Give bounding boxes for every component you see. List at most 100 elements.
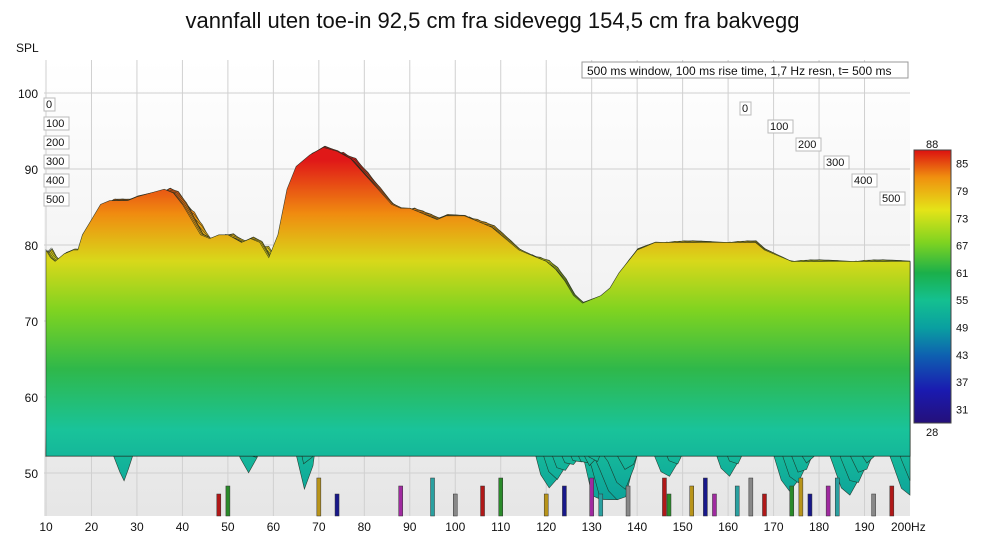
x-tick-label: 190 [855, 520, 875, 534]
resonance-marker [871, 493, 876, 517]
x-tick-label: 180 [809, 520, 829, 534]
resonance-marker [334, 493, 340, 517]
resonance-marker [316, 477, 322, 517]
time-tick-label: 0 [742, 103, 748, 115]
x-tick-label: 170 [764, 520, 784, 534]
x-tick-label: 160 [718, 520, 738, 534]
waterfall-slices [44, 145, 911, 501]
resonance-marker [543, 493, 549, 517]
colorbar-max-label: 88 [926, 139, 938, 151]
resonance-marker [748, 477, 754, 517]
time-tick-left: 100 [43, 116, 70, 131]
time-tick-label: 200 [46, 137, 64, 149]
info-box: 500 ms window, 100 ms rise time, 1,7 Hz … [581, 61, 909, 79]
colorbar-tick-label: 31 [956, 404, 968, 416]
x-tick-label: 120 [536, 520, 556, 534]
x-tick-label: 90 [403, 520, 417, 534]
x-axis-ticks: 10 20 30 40 50 60 70 80 90 100 110 120 130 140 150 160 1… [39, 520, 875, 534]
time-tick-left: 0 [43, 97, 56, 112]
resonance-marker [430, 477, 435, 517]
resonance-marker [662, 477, 667, 517]
y-tick-label: 60 [25, 391, 39, 405]
y-axis-label: SPL [16, 41, 39, 55]
time-tick-label: 400 [46, 175, 64, 187]
resonance-marker [789, 485, 795, 517]
x-tick-label: 140 [627, 520, 647, 534]
x-tick-label: 30 [130, 520, 144, 534]
time-tick-label: 500 [882, 193, 900, 205]
colorbar-tick-label: 37 [956, 377, 968, 389]
resonance-marker [453, 493, 458, 517]
time-tick-right: 400 [851, 173, 878, 188]
y-tick-label: 90 [25, 163, 39, 177]
resonance-marker [834, 477, 840, 517]
time-tick-right: 100 [767, 119, 794, 134]
resonance-marker [712, 493, 717, 517]
time-tick-label: 0 [46, 99, 52, 111]
resonance-marker [589, 477, 594, 517]
time-tick-label: 400 [854, 175, 872, 187]
colorbar-tick-label: 85 [956, 159, 968, 171]
colorbar-min-label: 28 [926, 427, 938, 439]
time-tick-label: 200 [798, 139, 816, 151]
colorbar-tick-label: 55 [956, 295, 968, 307]
y-tick-label: 100 [18, 87, 38, 101]
resonance-marker [666, 493, 672, 517]
time-tick-label: 300 [46, 156, 64, 168]
resonance-marker [225, 485, 231, 517]
chart-title: vannfall uten toe-in 92,5 cm fra sideveg… [185, 8, 800, 33]
resonance-marker [498, 477, 503, 517]
colorbar-tick-label: 67 [956, 241, 968, 253]
resonance-marker [398, 485, 403, 517]
x-tick-label: 60 [267, 520, 281, 534]
x-tick-label: 130 [582, 520, 602, 534]
y-tick-label: 50 [25, 467, 39, 481]
colorbar: 88 28 85 79 73 67 61 55 49 43 37 31 [913, 139, 968, 439]
colorbar-tick-labels: 85 79 73 67 61 55 49 43 37 31 [956, 159, 968, 417]
time-tick-left: 500 [43, 192, 70, 207]
x-tick-label: 40 [176, 520, 190, 534]
x-tick-label: 110 [491, 520, 510, 534]
x-tick-label: 20 [85, 520, 99, 534]
resonance-markers [216, 477, 895, 517]
time-axis-ticks: 0 100 200 300 400 500 0 100 200 300 400 500 [43, 97, 906, 207]
colorbar-tick-label: 79 [956, 186, 968, 198]
time-tick-left: 300 [43, 154, 70, 169]
resonance-marker [762, 493, 767, 517]
time-tick-label: 300 [826, 157, 844, 169]
time-tick-left: 200 [43, 135, 70, 150]
x-tick-label: 100 [445, 520, 465, 534]
colorbar-tick-label: 43 [956, 350, 968, 362]
colorbar-tick-label: 61 [956, 268, 968, 280]
x-tick-label: 150 [673, 520, 693, 534]
colorbar-tick-label: 49 [956, 322, 968, 334]
resonance-marker [798, 477, 804, 517]
time-tick-left: 400 [43, 173, 70, 188]
resonance-marker [689, 485, 694, 517]
waterfall-slice [45, 147, 911, 457]
resonance-marker [807, 493, 813, 517]
colorbar-tick-label: 73 [956, 213, 968, 225]
time-tick-right: 200 [795, 137, 822, 152]
time-tick-right: 300 [823, 155, 850, 170]
resonance-marker [480, 485, 485, 517]
resonance-marker [562, 485, 567, 517]
time-tick-right: 0 [739, 101, 752, 116]
time-tick-right: 500 [879, 191, 906, 206]
time-tick-label: 100 [770, 121, 788, 133]
x-tick-label: 10 [39, 520, 53, 534]
x-tick-label: 50 [221, 520, 235, 534]
resonance-marker [625, 485, 631, 517]
x-tick-label: 80 [358, 520, 372, 534]
resonance-marker [703, 477, 708, 517]
time-tick-label: 500 [46, 194, 64, 206]
y-tick-label: 70 [25, 315, 39, 329]
resonance-marker [825, 485, 831, 517]
x-tick-label: 70 [312, 520, 326, 534]
resonance-marker [216, 493, 222, 517]
resonance-marker [598, 493, 604, 517]
resonance-marker [734, 485, 740, 517]
info-box-text: 500 ms window, 100 ms rise time, 1,7 Hz … [587, 64, 891, 78]
y-tick-label: 80 [25, 239, 39, 253]
